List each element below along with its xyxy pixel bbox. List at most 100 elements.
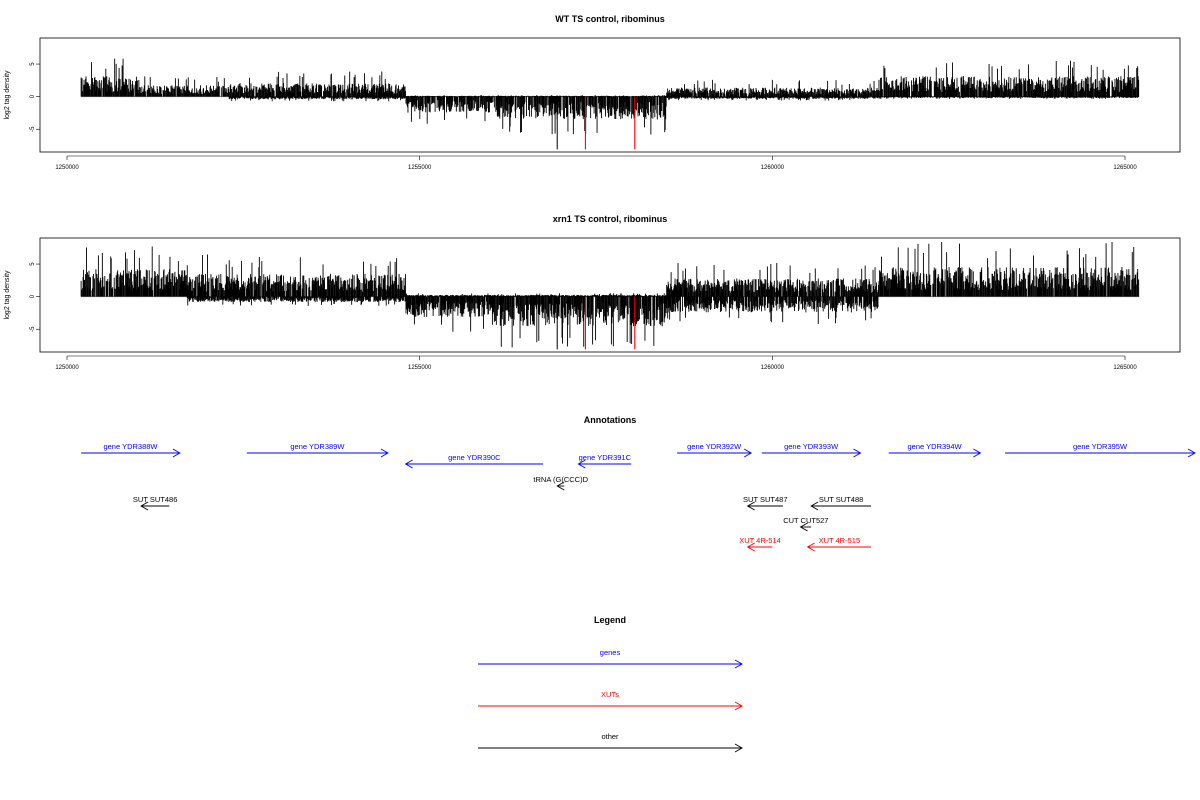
legend-arrow [478,701,743,711]
annotation-label: SUT SUT487 [743,495,787,504]
y-tick-label: 0 [30,294,36,298]
y-axis-label: log2 tag density [4,270,11,320]
annotation-arrow [810,501,872,511]
plot-frame [39,237,1181,353]
annotation-arrow [140,501,170,511]
annotation-arrow [404,459,544,469]
legend-label: XUTs [601,690,619,699]
annotation-sut-sut488[interactable]: SUT SUT488 [810,495,872,511]
density-bars [80,58,1140,135]
y-tick-label: 0 [30,94,36,98]
density-bars [80,242,1140,348]
arrow-head [810,501,819,511]
arrow-head [172,448,181,458]
annotation-trna-g-ccc-d[interactable]: tRNA (G(CCC)D [533,475,589,491]
annotation-label: XUT 4R-515 [819,536,861,545]
arrow-head [140,501,149,511]
arrow-head [853,448,862,458]
legend-item-xuts: XUTs [478,690,743,711]
arrow-head [746,542,755,552]
annotations-panel: Annotations gene YDR388W gene YDR389W gene … [81,415,1196,552]
plot-panel-1: WT TS control, ribominus 5 0 -5 log2 tag den… [4,14,1181,171]
annotation-arrow [246,448,389,458]
annotation-arrow [81,448,181,458]
annotation-sut-sut487[interactable]: SUT SUT487 [743,495,788,511]
arrow-head [743,448,753,458]
x-tick-label: 1255000 [408,365,432,371]
plot-title: WT TS control, ribominus [555,14,665,24]
annotation-label: gene YDR391C [579,453,632,462]
x-tick-label: 1260000 [761,365,785,371]
annotation-arrow [746,501,783,511]
annotation-gene-ydr395w[interactable]: gene YDR395W [1005,442,1196,458]
x-tick-label: 1255000 [408,165,432,171]
y-tick-label: -5 [30,126,36,132]
arrow-head [380,448,389,458]
annotation-xut-4r-515[interactable]: XUT 4R-515 [806,536,872,552]
annotation-gene-ydr388w[interactable]: gene YDR388W [81,442,181,458]
plot-title: xrn1 TS control, ribominus [553,214,668,224]
annotation-gene-ydr393w[interactable]: gene YDR393W [761,442,862,458]
legend-label: genes [600,648,621,657]
annotation-arrow [556,481,565,491]
y-tick-label: -5 [30,326,36,332]
y-axis-label: log2 tag density [4,70,11,120]
legend-item-other: other [478,732,743,753]
annotation-label: gene YDR393W [784,442,839,451]
arrow-head [734,659,743,669]
annotation-label: gene YDR390C [448,453,501,462]
annotation-label: gene YDR389W [290,442,345,451]
annotations-title: Annotations [584,415,637,425]
annotation-arrow [677,448,753,458]
x-tick-label: 1260000 [761,165,785,171]
annotation-arrow [799,522,812,532]
annotation-arrow [577,459,632,469]
annotation-arrow [1005,448,1196,458]
arrow-head [746,501,755,511]
annotation-label: SUT SUT486 [133,495,177,504]
annotation-arrow [761,448,862,458]
legend: Legend genes XUTs other [478,615,743,753]
annotation-gene-ydr392w[interactable]: gene YDR392W [677,442,753,458]
annotation-label: SUT SUT488 [819,495,863,504]
arrow-head [577,459,586,469]
plot-panel-2: xrn1 TS control, ribominus 5 0 -5 log2 tag d… [4,214,1181,371]
arrow-head [799,522,808,532]
annotation-label: gene YDR388W [103,442,158,451]
annotation-label: tRNA (G(CCC)D [533,475,588,484]
y-tick-label: 5 [30,62,36,66]
annotation-arrow [806,542,872,552]
x-tick-label: 1250000 [55,165,79,171]
arrow-head [404,459,413,469]
arrow-head [806,542,815,552]
arrow-head [556,481,565,491]
legend-item-genes: genes [478,648,743,669]
x-tick-label: 1265000 [1113,165,1137,171]
legend-label: other [601,732,619,741]
y-tick-label: 5 [30,262,36,266]
annotation-gene-ydr391c[interactable]: gene YDR391C [577,453,632,469]
legend-arrow [478,743,743,753]
legend-arrow [478,659,743,669]
annotation-label: gene YDR395W [1073,442,1128,451]
annotation-cut-cut527[interactable]: CUT CUT527 [783,516,828,532]
annotation-arrow [746,542,773,552]
annotation-gene-ydr390c[interactable]: gene YDR390C [404,453,544,469]
annotation-gene-ydr389w[interactable]: gene YDR389W [246,442,389,458]
arrow-head [973,448,982,458]
annotation-xut-4r-514[interactable]: XUT 4R-514 [739,536,781,552]
x-tick-label: 1265000 [1113,365,1137,371]
annotation-label: gene YDR394W [908,442,963,451]
arrow-head [734,743,743,753]
arrow-head [1187,448,1196,458]
annotation-sut-sut486[interactable]: SUT SUT486 [133,495,177,511]
annotation-label: CUT CUT527 [783,516,828,525]
annotation-label: XUT 4R-514 [739,536,781,545]
annotation-gene-ydr394w[interactable]: gene YDR394W [888,442,982,458]
plot-frame [39,37,1181,153]
x-tick-label: 1250000 [55,365,79,371]
annotation-label: gene YDR392W [687,442,742,451]
arrow-head [734,701,743,711]
legend-title: Legend [594,615,626,625]
